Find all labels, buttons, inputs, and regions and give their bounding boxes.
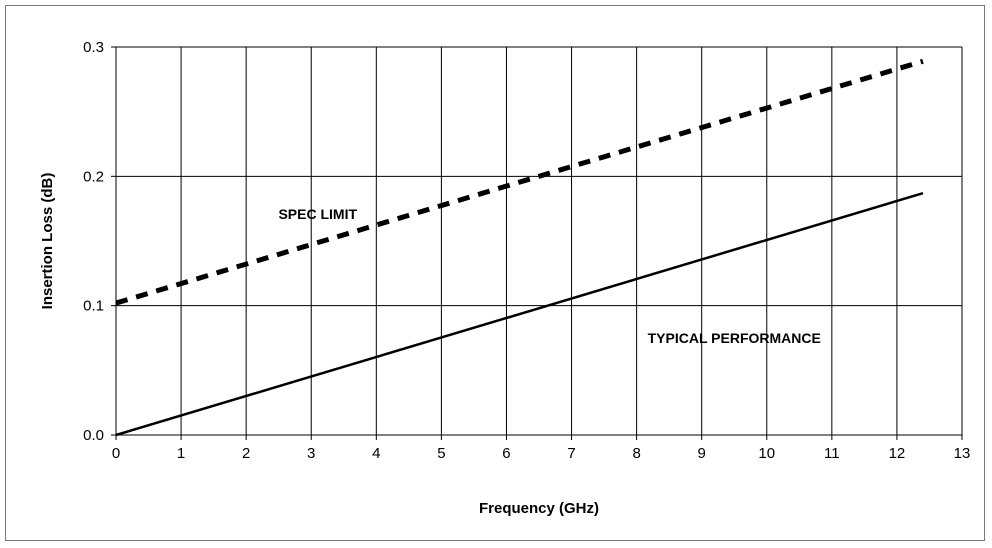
x-tick-label: 1 <box>177 445 185 462</box>
y-tick-label: 0.3 <box>83 39 104 56</box>
x-tick-label: 5 <box>437 445 445 462</box>
x-tick-label: 4 <box>372 445 380 462</box>
x-axis-title: Frequency (GHz) <box>479 500 599 517</box>
y-tick-label: 0.2 <box>83 168 104 185</box>
y-tick-label: 0.1 <box>83 298 104 315</box>
x-tick-label: 10 <box>758 445 775 462</box>
annotation-label: TYPICAL PERFORMANCE <box>648 330 821 346</box>
x-tick-label: 12 <box>889 445 906 462</box>
chart-frame <box>5 5 985 541</box>
y-axis-title: Insertion Loss (dB) <box>39 173 56 310</box>
x-tick-label: 7 <box>567 445 575 462</box>
annotation-label: SPEC LIMIT <box>278 206 357 222</box>
x-tick-label: 11 <box>824 445 840 462</box>
x-tick-label: 13 <box>954 445 971 462</box>
series-line-typical-performance <box>115 191 924 437</box>
y-tick-label: 0.0 <box>83 427 104 444</box>
series-line-spec-limit <box>115 58 924 306</box>
x-tick-label: 6 <box>502 445 510 462</box>
x-tick-label: 0 <box>112 445 120 462</box>
x-tick-label: 3 <box>307 445 315 462</box>
x-tick-label: 9 <box>698 445 706 462</box>
x-tick-label: 2 <box>242 445 250 462</box>
x-tick-label: 8 <box>632 445 640 462</box>
